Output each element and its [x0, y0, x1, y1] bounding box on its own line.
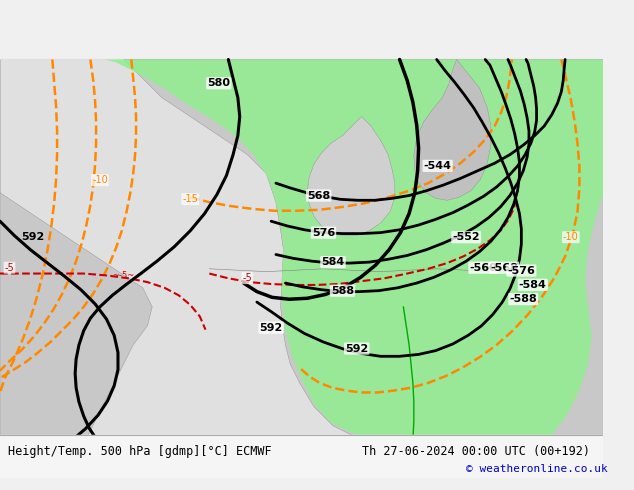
Text: -552: -552 [452, 232, 480, 242]
Bar [0, 59, 603, 478]
Polygon shape [307, 117, 395, 236]
Text: 592: 592 [345, 343, 368, 354]
Text: -560: -560 [469, 263, 497, 273]
Polygon shape [105, 59, 603, 478]
Text: 576: 576 [312, 228, 335, 238]
Polygon shape [0, 59, 152, 478]
Text: 580: 580 [207, 78, 230, 88]
Text: -588: -588 [509, 294, 537, 304]
Text: Height/Temp. 500 hPa [gdmp][°C] ECMWF: Height/Temp. 500 hPa [gdmp][°C] ECMWF [8, 445, 271, 458]
Text: 592: 592 [259, 322, 283, 333]
Text: -10: -10 [92, 175, 108, 185]
Polygon shape [124, 59, 603, 478]
Text: -584: -584 [519, 280, 547, 290]
Text: 592: 592 [22, 232, 45, 242]
Text: -15: -15 [183, 194, 198, 204]
Text: -568: -568 [490, 263, 518, 273]
Text: 584: 584 [321, 257, 345, 267]
Text: -10: -10 [563, 232, 579, 242]
Text: -5: -5 [242, 273, 252, 283]
Text: Th 27-06-2024 00:00 UTC (00+192): Th 27-06-2024 00:00 UTC (00+192) [361, 445, 590, 458]
Text: -576: -576 [507, 266, 535, 275]
Text: © weatheronline.co.uk: © weatheronline.co.uk [466, 464, 608, 473]
Text: 588: 588 [331, 286, 354, 295]
Text: -544: -544 [424, 161, 451, 171]
Text: 568: 568 [307, 191, 330, 200]
Text: -5: -5 [4, 263, 15, 273]
Bar [0, 435, 603, 478]
Polygon shape [414, 59, 491, 200]
Text: ~-5~: ~-5~ [113, 271, 135, 280]
